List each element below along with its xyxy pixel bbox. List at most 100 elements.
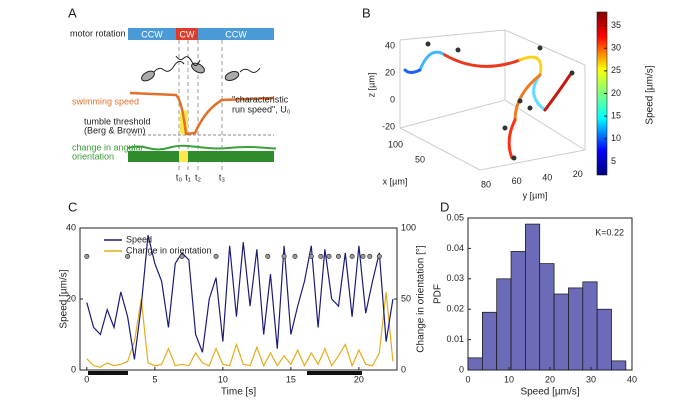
tumble-marker bbox=[179, 253, 185, 259]
y2-axis-label: Change in orientation [°] bbox=[416, 245, 427, 353]
tumble-marker bbox=[213, 253, 219, 259]
tumble-marker bbox=[281, 253, 287, 259]
diagram: motor rotation CCW CW CCW swimming speed… bbox=[70, 28, 291, 182]
y-axis-label: PDF bbox=[433, 284, 444, 304]
orientation-curve bbox=[127, 144, 277, 151]
z-axis-label: z [µm] bbox=[366, 73, 376, 98]
bar bbox=[525, 223, 541, 371]
x-tick-label: 5 bbox=[152, 374, 157, 384]
time-label: t₃ bbox=[219, 172, 226, 182]
series-line bbox=[86, 291, 394, 368]
y-tick-label: 0.05 bbox=[446, 212, 464, 222]
y-tick-label: 0.04 bbox=[446, 243, 464, 253]
threshold-label: (Berg & Brown) bbox=[84, 125, 146, 135]
legend-label: Change in orientation bbox=[126, 245, 212, 255]
rotation-label: CCW bbox=[141, 29, 163, 39]
rotation-bar bbox=[128, 28, 274, 40]
orientation-bar bbox=[128, 151, 274, 162]
bar bbox=[539, 263, 555, 371]
orientation-label: change in angular bbox=[72, 142, 144, 152]
y-tick-label: 60 bbox=[512, 176, 522, 186]
legend-box bbox=[101, 234, 231, 260]
y-tick-label: 80 bbox=[481, 179, 491, 189]
threshold-label: tumble threshold bbox=[84, 116, 151, 126]
colorbar-tick-label: 5 bbox=[611, 156, 616, 166]
time-label: t₂ bbox=[195, 172, 202, 182]
bar bbox=[568, 287, 584, 371]
time-label: t₁ bbox=[185, 172, 191, 182]
panel-label: D bbox=[440, 199, 449, 214]
tumble-marker bbox=[376, 253, 382, 259]
tumble-marker bbox=[318, 253, 324, 259]
bar bbox=[611, 360, 627, 371]
y-tick-label: 20 bbox=[573, 169, 583, 179]
orientation-highlight bbox=[179, 151, 188, 162]
tumble-marker bbox=[367, 253, 373, 259]
tumble-marker bbox=[125, 253, 131, 259]
x-tick-label: 10 bbox=[504, 374, 514, 384]
colorbar-tick-label: 10 bbox=[611, 133, 621, 143]
y2-tick-label: 0 bbox=[401, 364, 406, 374]
y-tick-label: 0.03 bbox=[446, 273, 464, 283]
y-tick-label: 40 bbox=[66, 222, 76, 232]
bar bbox=[553, 293, 569, 371]
tumble-marker bbox=[84, 253, 90, 259]
series-line bbox=[86, 234, 394, 360]
y-axis-label: Speed [µm/s] bbox=[59, 269, 70, 328]
orientation-label: orientation bbox=[72, 151, 114, 161]
y-tick-label: 0 bbox=[459, 364, 464, 374]
tumble-marker bbox=[308, 253, 314, 259]
time-label: t₀ bbox=[176, 172, 183, 182]
z-tick-label: 0 bbox=[390, 94, 395, 104]
y-tick-label: 0.02 bbox=[446, 304, 464, 314]
y-tick-label: 0 bbox=[71, 364, 76, 374]
y-tick-label: 40 bbox=[542, 173, 552, 183]
panel-label: B bbox=[362, 5, 371, 20]
panel-label: C bbox=[68, 199, 77, 214]
z-tick-label: 40 bbox=[385, 40, 395, 50]
y-tick-label: 0.01 bbox=[446, 334, 464, 344]
x-tick-label: 10 bbox=[218, 374, 228, 384]
colorbar-tick-label: 25 bbox=[611, 65, 621, 75]
z-tick-label: 20 bbox=[385, 67, 395, 77]
speed-label: swimming speed bbox=[72, 96, 139, 106]
run-speed-label: run speed", U₀ bbox=[232, 104, 291, 114]
tumble-marker bbox=[360, 253, 366, 259]
x-tick-label: 0 bbox=[84, 374, 89, 384]
cw-segment bbox=[176, 28, 198, 40]
x-tick-label: 100 bbox=[388, 139, 403, 149]
interval-bar bbox=[307, 371, 362, 375]
bar bbox=[582, 281, 598, 371]
annotation: K=0.22 bbox=[595, 227, 624, 237]
trajectory-box bbox=[399, 29, 586, 171]
colorbar-tick-label: 30 bbox=[611, 43, 621, 53]
x-tick-label: 40 bbox=[627, 374, 637, 384]
tumble-marker bbox=[349, 253, 355, 259]
y-tick-label: 20 bbox=[66, 293, 76, 303]
x-tick-label: 20 bbox=[354, 374, 364, 384]
motor-label: motor rotation bbox=[70, 28, 126, 38]
colorbar-label: Speed [µm/s] bbox=[645, 65, 656, 124]
speed-curve bbox=[129, 91, 275, 136]
bar bbox=[510, 251, 526, 371]
rotation-label: CW bbox=[180, 29, 195, 39]
colorbar-tick-label: 15 bbox=[611, 111, 621, 121]
y2-tick-label: 50 bbox=[401, 293, 411, 303]
colorbar-tick-label: 20 bbox=[611, 88, 621, 98]
colorbar-tick-label: 35 bbox=[611, 20, 621, 30]
tumble-marker bbox=[335, 253, 341, 259]
x-tick-label: 30 bbox=[586, 374, 596, 384]
bar bbox=[467, 357, 483, 371]
tumble-marker bbox=[265, 253, 271, 259]
y-axis-label: y [µm] bbox=[523, 190, 548, 200]
rotation-label: CCW bbox=[225, 29, 247, 39]
tumble-marker bbox=[326, 253, 332, 259]
x-axis-label: Time [s] bbox=[221, 387, 256, 398]
bar bbox=[496, 278, 512, 371]
bar bbox=[596, 308, 612, 371]
x-axis-label: x [µm] bbox=[383, 176, 408, 186]
panel-label: A bbox=[68, 5, 77, 20]
x-tick-label: 0 bbox=[465, 374, 470, 384]
tumble-marker bbox=[292, 253, 298, 259]
